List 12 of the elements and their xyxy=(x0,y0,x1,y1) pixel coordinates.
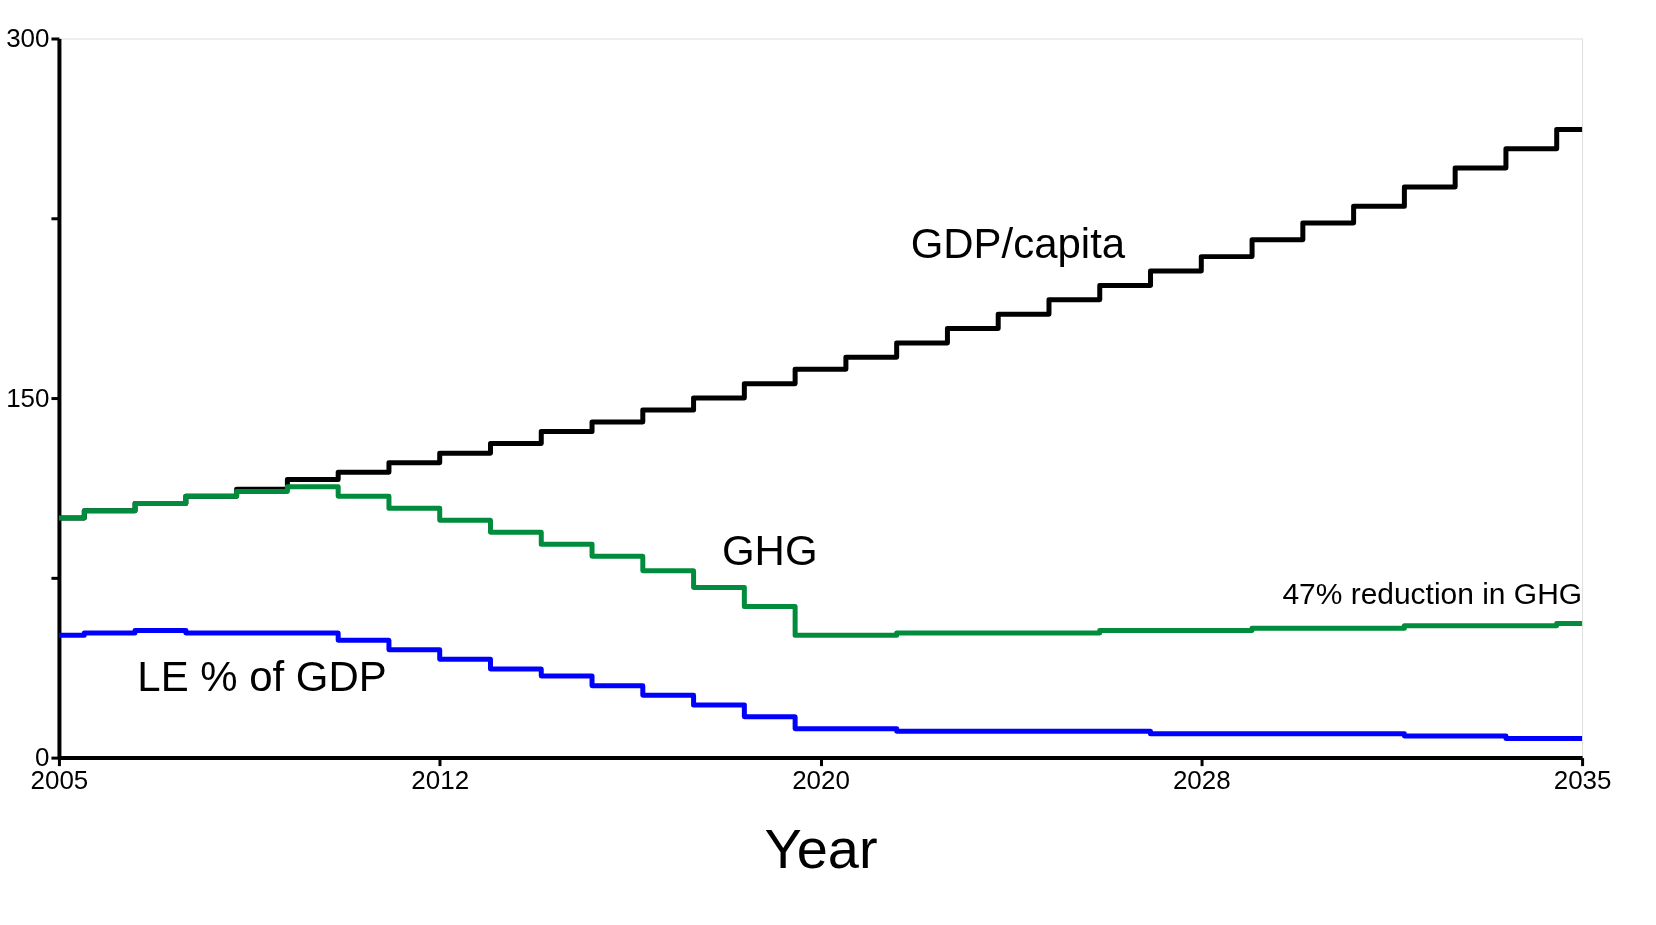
y-tick-label: 300 xyxy=(6,22,50,53)
series-label: GDP/capita xyxy=(910,220,1126,268)
series-label: LE % of GDP xyxy=(137,652,387,700)
x-tick-label: 2035 xyxy=(1553,765,1612,796)
x-tick-label: 2028 xyxy=(1172,765,1231,796)
x-tick-label: 2012 xyxy=(411,765,470,796)
x-tick-label: 2020 xyxy=(792,765,850,796)
y-tick-label: 150 xyxy=(6,382,50,413)
annotation: 47% reduction in GHG xyxy=(1282,577,1583,611)
x-tick-label: 2005 xyxy=(30,765,89,796)
series-label: GHG xyxy=(721,526,818,574)
x-axis-title: Year xyxy=(764,816,878,880)
